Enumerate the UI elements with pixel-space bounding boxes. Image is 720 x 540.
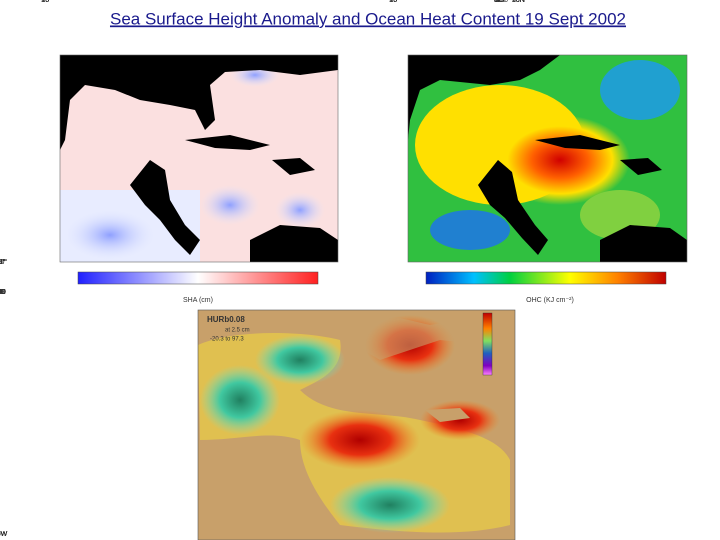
lon-label: 65° bbox=[0, 258, 5, 266]
colorbar-tick: 160 bbox=[0, 289, 6, 296]
lon-label: 85° bbox=[0, 258, 5, 266]
lon-label: 80° bbox=[0, 258, 5, 266]
colorbar-tick: 100 bbox=[0, 289, 6, 296]
colorbar-tick: -100 bbox=[494, 0, 508, 4]
colorbar-tick: -20 bbox=[0, 289, 5, 296]
colorbar-tick: 60 bbox=[0, 289, 4, 296]
colorbar-tick: 120 bbox=[0, 289, 6, 296]
lon-label: 75° bbox=[0, 258, 5, 266]
colorbar-tick: 130 bbox=[494, 0, 506, 4]
colorbar-tick: 40 bbox=[0, 289, 4, 296]
lon-label: 90W bbox=[0, 531, 8, 538]
lat-label: 30° bbox=[389, 0, 400, 4]
colorbar-tick: 9 bbox=[494, 0, 498, 4]
lon-label: 95° bbox=[0, 258, 5, 266]
lon-label: 90° bbox=[0, 258, 5, 266]
lon-label: 100° bbox=[0, 258, 7, 266]
colorbar-tick: -20 bbox=[494, 0, 504, 4]
colorbar-tick: -10 bbox=[494, 0, 504, 4]
lon-label: 100° bbox=[0, 258, 7, 266]
lat-label: 20° bbox=[389, 0, 400, 4]
lon-label: 75W bbox=[0, 531, 8, 538]
lon-label: 85W bbox=[0, 531, 8, 538]
lat-label: 25° bbox=[389, 0, 400, 4]
colorbar-tick: 80 bbox=[0, 289, 4, 296]
lon-label: 85° bbox=[0, 258, 5, 266]
colorbar-tick: 90 bbox=[494, 0, 502, 4]
colorbar-tick: 60 bbox=[494, 0, 502, 4]
colorbar-tick: 20 bbox=[0, 289, 4, 296]
lat-label: 15° bbox=[41, 0, 52, 4]
lat-label: 20° bbox=[41, 0, 52, 4]
lat-label: 30° bbox=[41, 0, 52, 4]
colorbar-tick: 0 bbox=[494, 0, 498, 4]
model-label: HURb0.08 bbox=[207, 315, 245, 324]
range-label: -20.3 to 97.3 bbox=[210, 337, 244, 343]
lon-label: 70W bbox=[0, 531, 8, 538]
colorbar-tick: 0 bbox=[0, 289, 2, 296]
lat-label: 25N bbox=[512, 0, 525, 4]
lat-label: 25° bbox=[41, 0, 52, 4]
colorbar-tick: -40 bbox=[494, 0, 504, 4]
lat-label: 10N bbox=[512, 0, 525, 4]
title: Sea Surface Height Anomaly and Ocean Hea… bbox=[110, 9, 626, 28]
lat-label: 10° bbox=[389, 0, 400, 4]
colorbar-tick: 0 bbox=[0, 289, 2, 296]
lat-label: 15N bbox=[512, 0, 525, 4]
lon-label: 80° bbox=[0, 258, 5, 266]
sha-map bbox=[59, 54, 339, 285]
colorbar-tick: -40 bbox=[0, 289, 5, 296]
colorbar-label: OHC (KJ cm⁻²) bbox=[526, 297, 574, 304]
colorbar-tick: -80 bbox=[494, 0, 504, 4]
hycom-map: HURb0.08 at 2.5 cm -20.3 to 97.3 bbox=[197, 309, 516, 540]
colorbar-tick: -60 bbox=[494, 0, 504, 4]
lon-label: 75° bbox=[0, 258, 5, 266]
colorbar-tick: 140 bbox=[0, 289, 6, 296]
lat-label: 20N bbox=[512, 0, 525, 4]
lon-label: 90° bbox=[0, 258, 5, 266]
lat-label: 30N bbox=[512, 0, 525, 4]
lon-label: 65° bbox=[0, 258, 5, 266]
ohc-map bbox=[407, 54, 688, 285]
colorbar-tick: 50 bbox=[494, 0, 502, 4]
lon-label: 95° bbox=[0, 258, 5, 266]
lon-label: 80W bbox=[0, 531, 8, 538]
lon-label: 70° bbox=[0, 258, 5, 266]
lat-label: 15° bbox=[389, 0, 400, 4]
colorbar-tick: 40 bbox=[0, 289, 4, 296]
lon-label: 95W bbox=[0, 531, 8, 538]
lat-label: 10° bbox=[41, 0, 52, 4]
colorbar-tick: 20 bbox=[0, 289, 4, 296]
colorbar-label: SHA (cm) bbox=[183, 297, 213, 304]
lon-label: 70° bbox=[0, 258, 5, 266]
depth-label: at 2.5 cm bbox=[225, 328, 250, 334]
colorbar-tick: 30 bbox=[494, 0, 502, 4]
